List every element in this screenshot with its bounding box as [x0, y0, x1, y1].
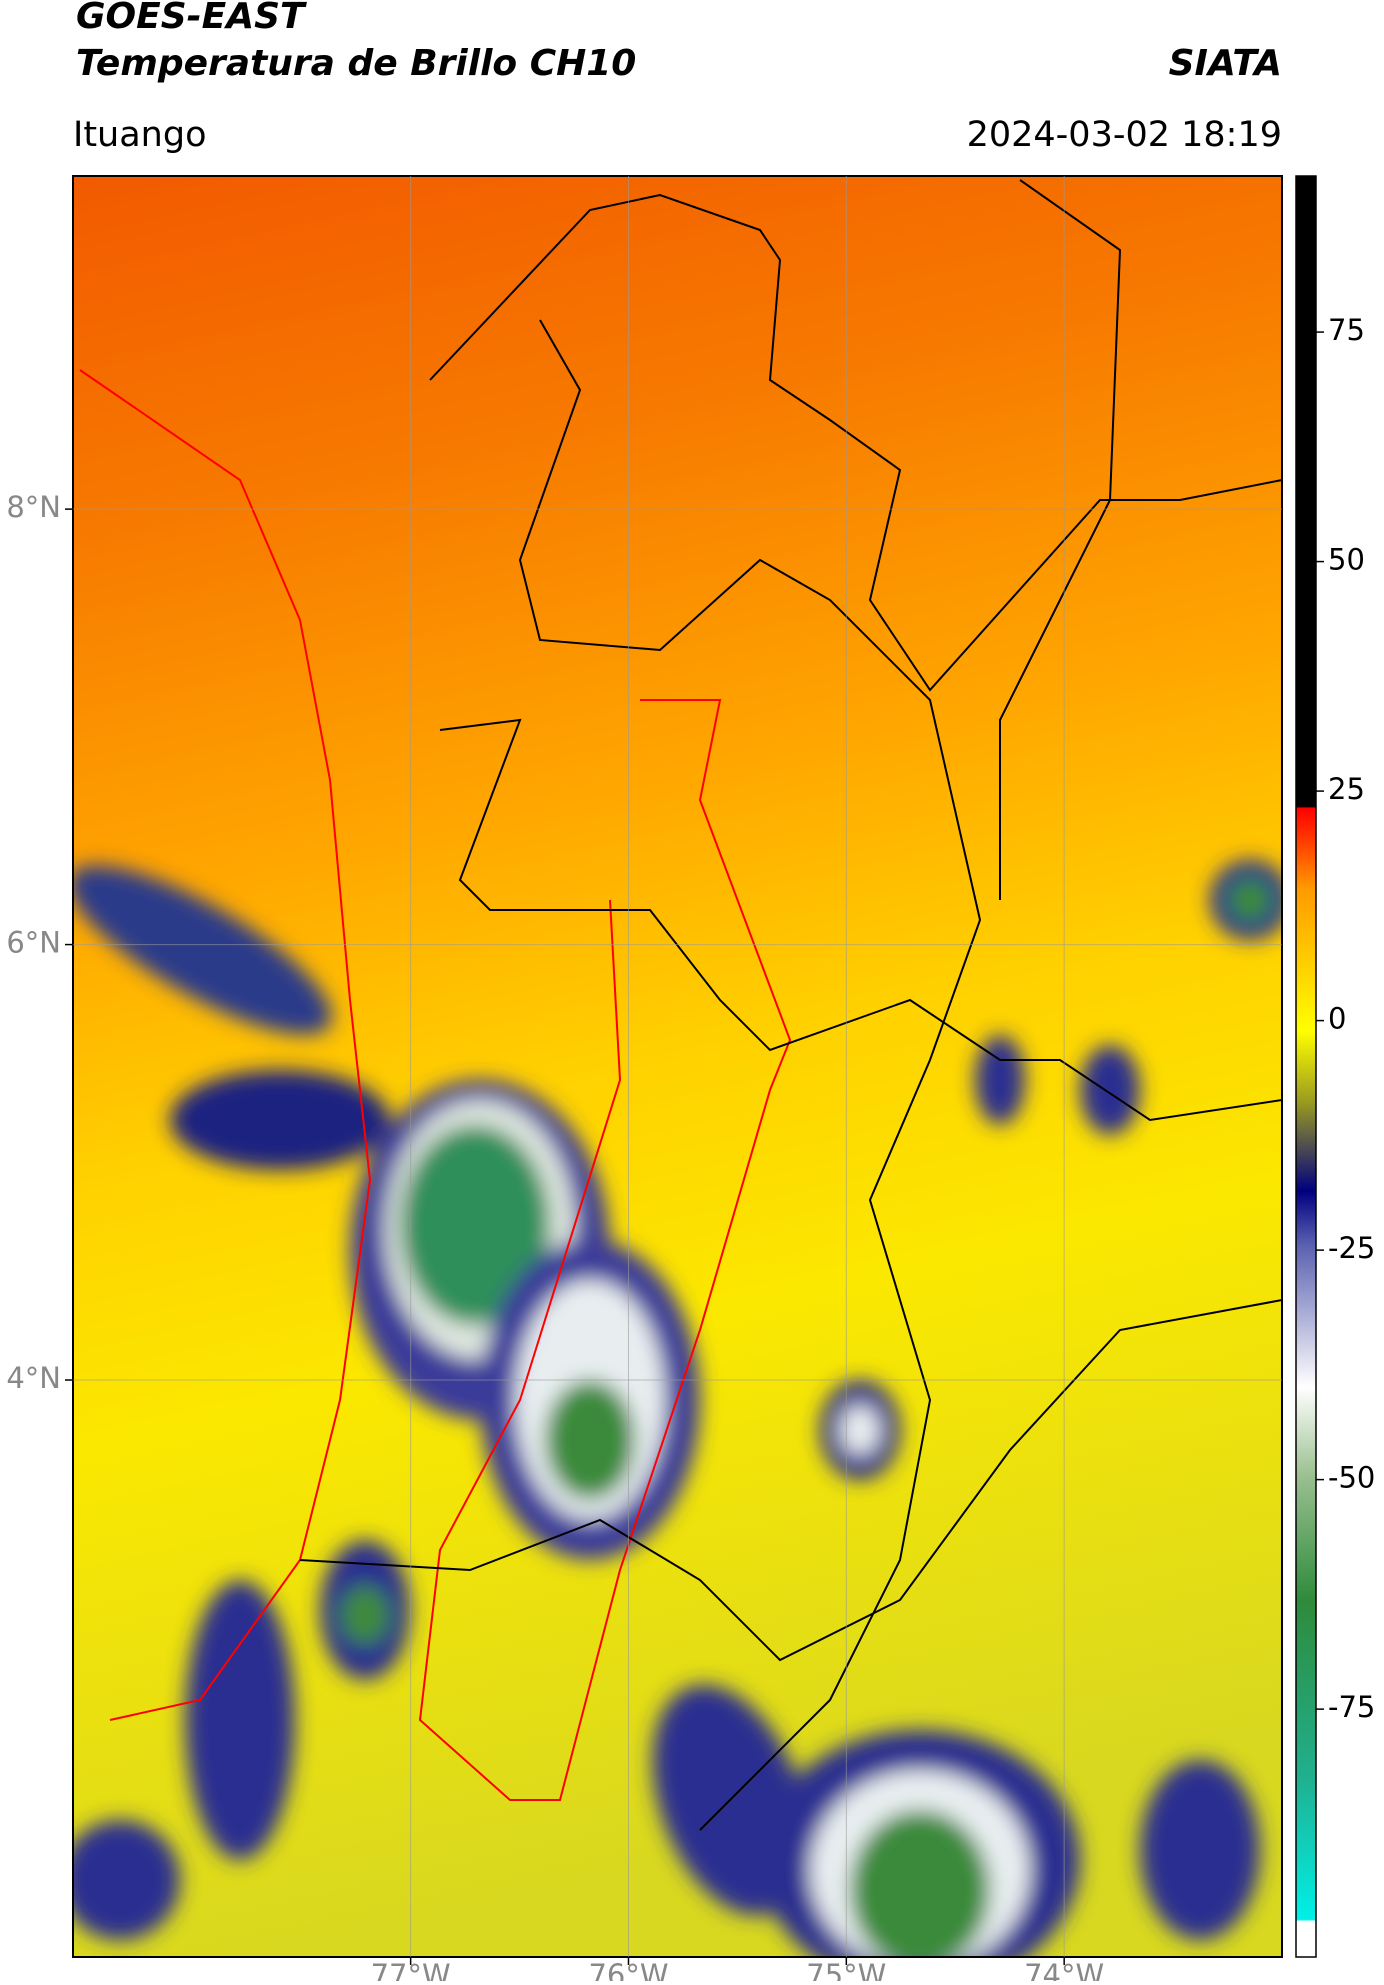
colorbar-tick-label: 0 [1328, 1002, 1346, 1036]
colorbar-tick-label: 25 [1328, 772, 1365, 806]
x-tick-label: 76°W [588, 1958, 668, 1981]
imagery [73, 176, 1282, 1957]
map-frame [72, 175, 1283, 1958]
datetime: 2024-03-02 18:19 [967, 115, 1282, 155]
location: Ituango [73, 115, 207, 155]
source: SIATA [1169, 43, 1282, 84]
colorbar-tick-label: 50 [1328, 543, 1365, 577]
colorbar [1295, 175, 1317, 1958]
y-tick-label: 6°N [6, 926, 61, 960]
x-tick-label: 75°W [806, 1958, 886, 1981]
title: GOES-EAST [76, 0, 307, 37]
x-tick-label: 77°W [371, 1958, 451, 1981]
colorbar-tick-label: -50 [1328, 1461, 1375, 1495]
x-tick-label: 74°W [1024, 1958, 1104, 1981]
colorbar-tick-label: -75 [1328, 1690, 1375, 1724]
subtitle: Temperatura de Brillo CH10 [76, 43, 636, 84]
y-tick-label: 4°N [6, 1361, 61, 1395]
colorbar-tick-label: 75 [1328, 313, 1365, 347]
y-tick-label: 8°N [6, 490, 61, 524]
colorbar-tick-label: -25 [1328, 1231, 1375, 1265]
